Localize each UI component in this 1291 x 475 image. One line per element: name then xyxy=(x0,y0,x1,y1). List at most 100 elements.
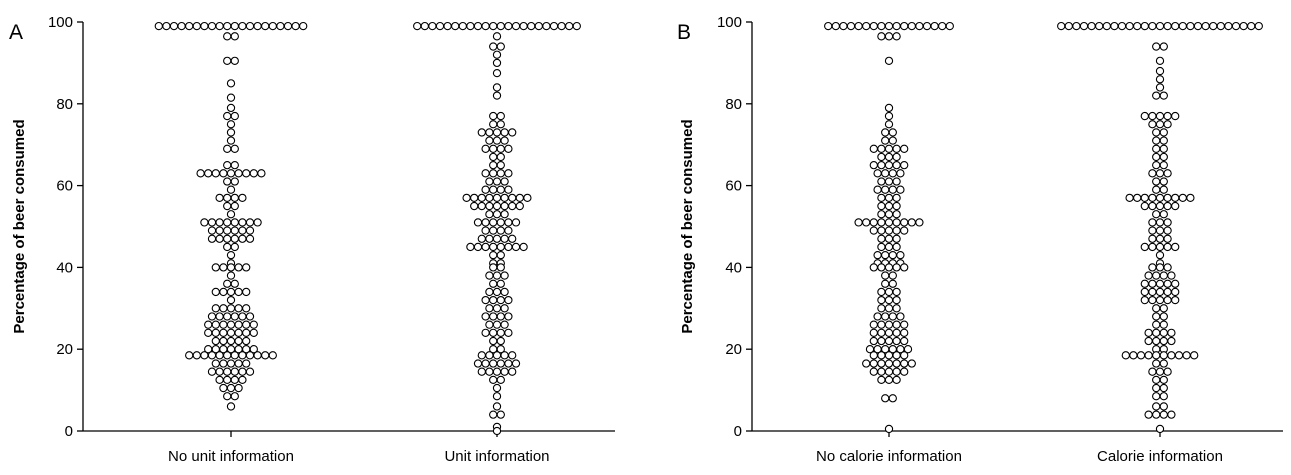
data-point xyxy=(1159,91,1168,100)
data-point xyxy=(496,144,505,153)
data-point xyxy=(451,21,460,31)
data-point xyxy=(1159,42,1168,51)
data-point xyxy=(862,21,871,31)
data-point xyxy=(527,21,536,31)
data-point xyxy=(1152,271,1161,280)
data-point xyxy=(1159,392,1168,401)
data-point xyxy=(242,287,251,297)
data-point xyxy=(1159,351,1168,360)
data-point xyxy=(226,79,236,88)
data-point xyxy=(1167,271,1176,280)
data-point xyxy=(1155,83,1165,92)
data-point xyxy=(504,312,513,321)
data-point xyxy=(1171,201,1180,211)
data-point xyxy=(884,328,894,337)
data-point xyxy=(1155,367,1165,376)
data-point xyxy=(515,201,524,211)
data-point xyxy=(226,250,236,260)
data-point xyxy=(877,336,886,346)
data-point xyxy=(1152,392,1161,401)
data-point xyxy=(869,21,878,31)
data-point xyxy=(1163,295,1172,305)
data-point xyxy=(230,193,239,203)
data-point xyxy=(1159,304,1168,313)
data-point xyxy=(1152,210,1161,219)
data-point xyxy=(234,328,243,337)
data-point xyxy=(1193,21,1203,31)
data-point xyxy=(1144,271,1153,280)
data-point xyxy=(1163,279,1172,288)
data-point xyxy=(1148,201,1157,211)
data-point xyxy=(892,177,901,186)
data-point xyxy=(892,351,901,360)
data-point xyxy=(1152,328,1161,337)
data-point xyxy=(1190,351,1199,360)
data-point xyxy=(1163,234,1172,243)
data-point xyxy=(869,367,878,376)
data-point xyxy=(1171,279,1180,288)
data-point xyxy=(1155,234,1165,243)
data-point xyxy=(481,169,490,178)
data-point xyxy=(1152,312,1161,321)
data-point xyxy=(877,201,886,211)
data-point xyxy=(1155,250,1165,260)
data-point xyxy=(557,21,566,31)
data-point xyxy=(900,218,909,227)
data-point xyxy=(1155,242,1165,252)
series-1 xyxy=(154,21,308,411)
data-point xyxy=(485,128,494,137)
data-point xyxy=(1167,410,1176,419)
data-point xyxy=(1171,111,1180,121)
data-point xyxy=(215,218,224,227)
data-point xyxy=(873,169,882,178)
y-tick-label: 0 xyxy=(734,423,742,440)
data-point xyxy=(511,218,521,227)
data-point xyxy=(226,320,236,329)
data-point xyxy=(485,193,494,203)
data-point xyxy=(485,367,494,376)
data-point xyxy=(900,263,909,272)
data-point xyxy=(508,234,517,243)
data-point xyxy=(900,328,909,337)
data-point xyxy=(1148,111,1157,121)
data-point xyxy=(238,21,247,31)
data-point xyxy=(1144,351,1153,360)
data-point xyxy=(892,210,901,219)
data-point xyxy=(466,242,475,252)
data-point xyxy=(500,234,509,243)
data-point xyxy=(185,21,194,31)
data-point xyxy=(215,312,224,321)
data-point xyxy=(881,279,890,288)
data-point xyxy=(1152,359,1161,368)
data-point xyxy=(219,263,228,272)
data-point xyxy=(900,367,909,376)
data-point xyxy=(496,226,505,235)
data-point xyxy=(1148,218,1157,227)
data-point xyxy=(892,295,901,305)
data-point xyxy=(1152,160,1161,170)
data-point xyxy=(234,304,243,313)
data-point xyxy=(485,271,494,280)
series-2 xyxy=(413,21,581,436)
data-point xyxy=(1148,295,1157,305)
data-point xyxy=(884,375,894,385)
y-tick-label: 60 xyxy=(56,178,73,195)
data-point xyxy=(489,359,498,368)
data-point xyxy=(230,392,239,401)
data-point xyxy=(249,328,258,337)
data-point xyxy=(496,242,505,252)
data-point xyxy=(892,234,901,243)
data-point xyxy=(508,351,517,360)
data-point xyxy=(511,242,521,252)
data-point xyxy=(242,359,251,368)
data-point xyxy=(1152,42,1161,51)
data-point xyxy=(234,359,243,368)
data-point xyxy=(492,392,502,401)
data-point xyxy=(428,21,437,31)
data-point xyxy=(223,177,232,186)
data-point xyxy=(1186,193,1195,203)
data-point xyxy=(877,160,886,170)
data-point xyxy=(1159,160,1168,170)
data-point xyxy=(892,226,901,235)
data-point xyxy=(230,242,239,252)
